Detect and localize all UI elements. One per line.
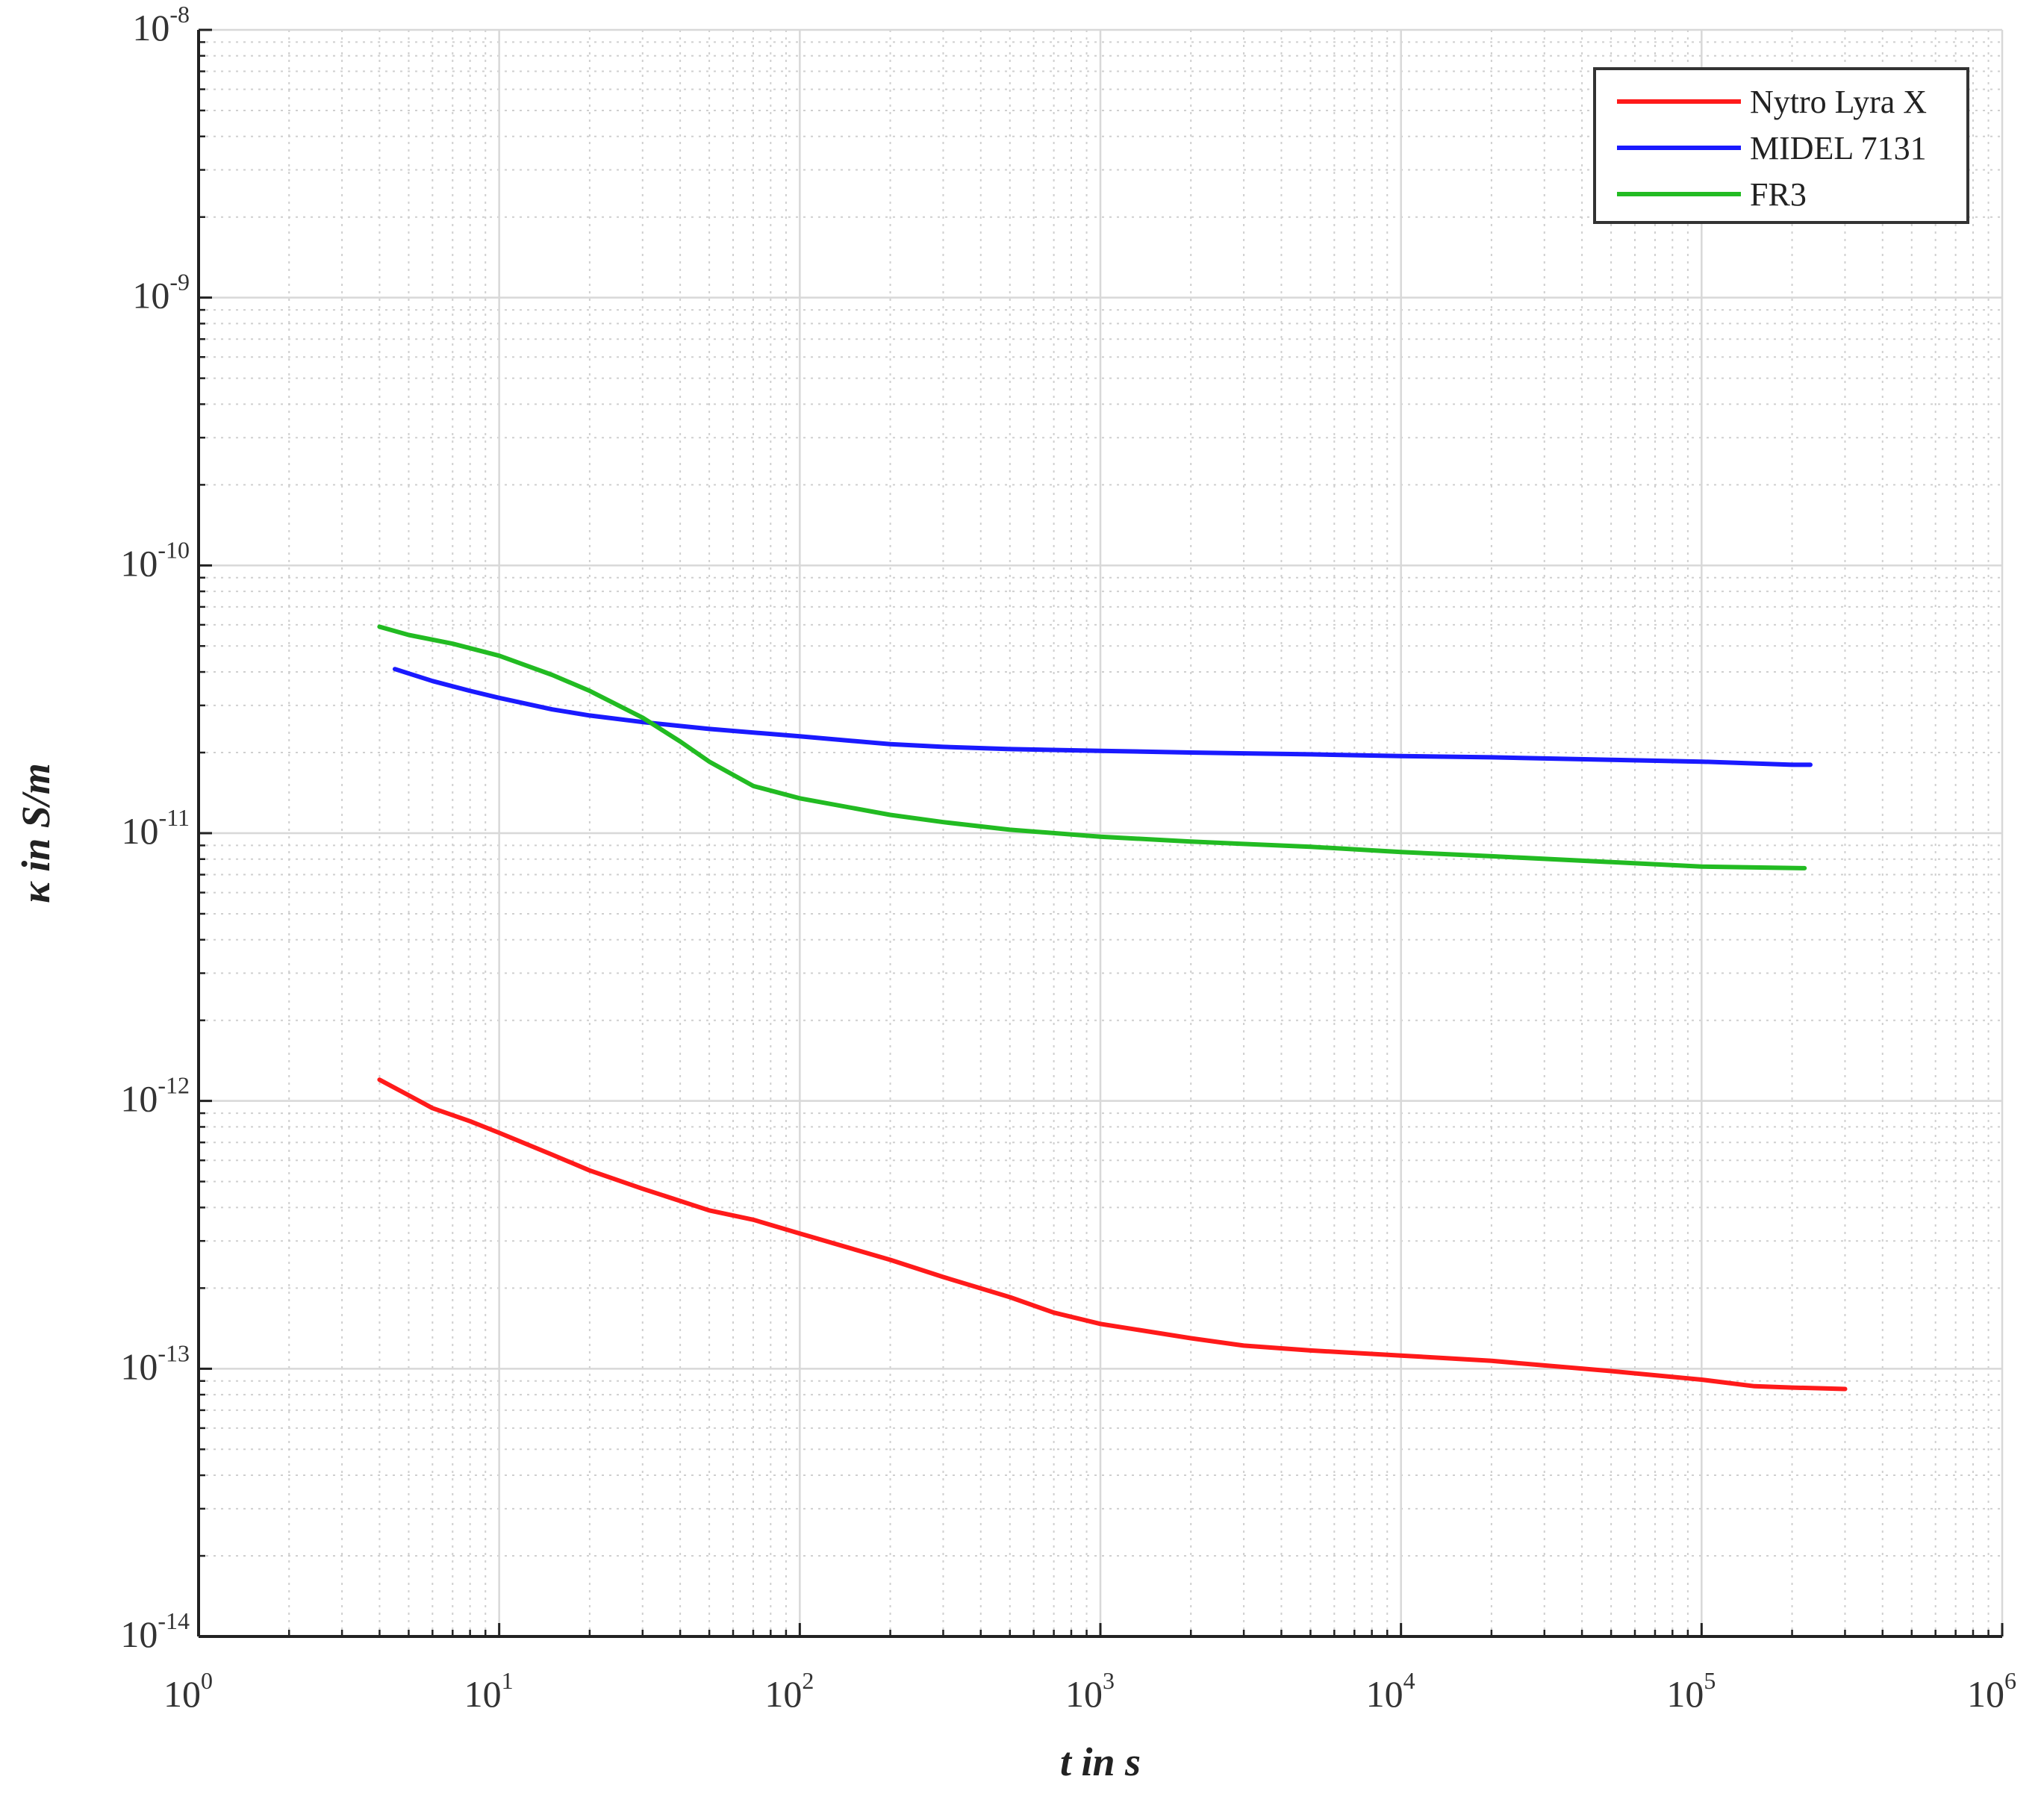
x-tick-label: 103: [1065, 1667, 1115, 1715]
legend-label: FR3: [1750, 176, 1807, 213]
y-axis-title: κ in S/m: [13, 763, 58, 903]
y-tick-label: 10-11: [122, 804, 190, 852]
x-tick-label: 102: [764, 1667, 814, 1715]
x-axis-title: t in s: [1060, 1740, 1141, 1784]
grid-layer: [197, 28, 2004, 1638]
legend: Nytro Lyra X MIDEL 7131 FR3: [1593, 67, 1969, 224]
axes-layer: [197, 28, 2004, 1638]
series-line-fr3: [377, 624, 1807, 870]
legend-label: Nytro Lyra X: [1750, 84, 1927, 120]
y-tick-label: 10-10: [120, 536, 190, 584]
legend-label: MIDEL 7131: [1750, 130, 1927, 166]
x-tick-label: 104: [1366, 1667, 1415, 1715]
x-tick-label: 105: [1666, 1667, 1716, 1715]
y-tick-label: 10-9: [132, 269, 190, 317]
y-tick-label: 10-14: [120, 1607, 190, 1655]
tick-labels: 100 101 102 103 104 105 106 10-14 10-13 10-12 10-1…: [120, 1, 2016, 1715]
y-tick-label: 10-8: [132, 1, 190, 49]
x-tick-label: 100: [163, 1667, 213, 1715]
series-line-nytro-lyra-x: [377, 1077, 1848, 1392]
series-line-midel-7131: [393, 667, 1813, 767]
y-tick-label: 10-12: [120, 1072, 190, 1120]
x-tick-label: 106: [1967, 1667, 2016, 1715]
y-tick-label: 10-13: [120, 1339, 190, 1387]
series-layer: [377, 624, 1848, 1392]
x-tick-label: 101: [464, 1667, 514, 1715]
